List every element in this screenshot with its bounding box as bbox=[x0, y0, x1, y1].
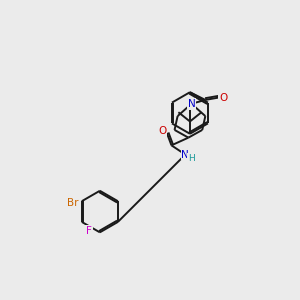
Text: F: F bbox=[86, 226, 92, 236]
Text: N: N bbox=[188, 99, 195, 109]
Text: O: O bbox=[219, 93, 227, 103]
Text: Br: Br bbox=[67, 198, 78, 208]
Text: N: N bbox=[182, 150, 189, 160]
Text: O: O bbox=[158, 126, 166, 136]
Text: H: H bbox=[188, 154, 195, 163]
